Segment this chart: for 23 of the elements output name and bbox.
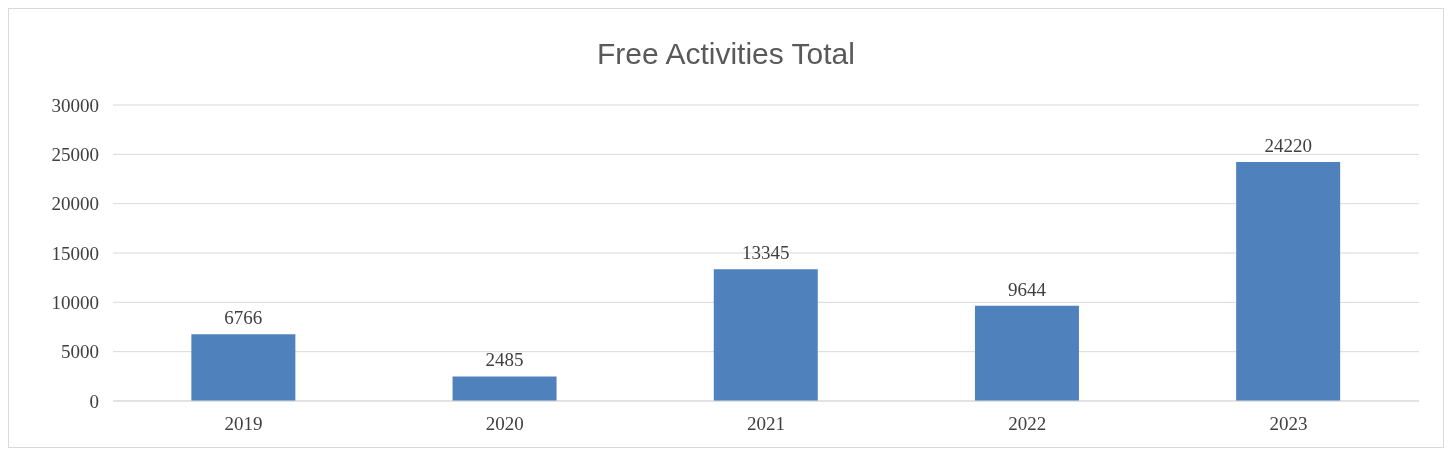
data-label: 2485 xyxy=(485,349,524,371)
y-tick-label: 0 xyxy=(89,390,99,412)
x-tick-label: 2019 xyxy=(224,413,263,435)
bar xyxy=(1236,162,1341,401)
data-label: 24220 xyxy=(1264,135,1312,157)
chart-title: Free Activities Total xyxy=(596,37,856,72)
data-label: 6766 xyxy=(224,307,263,329)
y-tick-label: 5000 xyxy=(61,341,99,363)
y-tick-label: 10000 xyxy=(51,292,99,314)
y-tick-label: 30000 xyxy=(51,94,99,116)
data-label: 9644 xyxy=(1007,278,1047,300)
x-tick-label: 2023 xyxy=(1269,413,1308,435)
bar xyxy=(191,334,296,401)
bar xyxy=(713,269,818,401)
y-tick-label: 20000 xyxy=(51,193,99,215)
x-tick-label: 2020 xyxy=(485,413,524,435)
y-tick-label: 15000 xyxy=(51,242,99,264)
bar xyxy=(974,305,1079,401)
y-tick-label: 25000 xyxy=(51,144,99,166)
x-tick-label: 2021 xyxy=(747,413,785,435)
bar xyxy=(452,376,557,401)
x-tick-label: 2022 xyxy=(1008,413,1047,435)
data-label: 13345 xyxy=(742,242,790,264)
